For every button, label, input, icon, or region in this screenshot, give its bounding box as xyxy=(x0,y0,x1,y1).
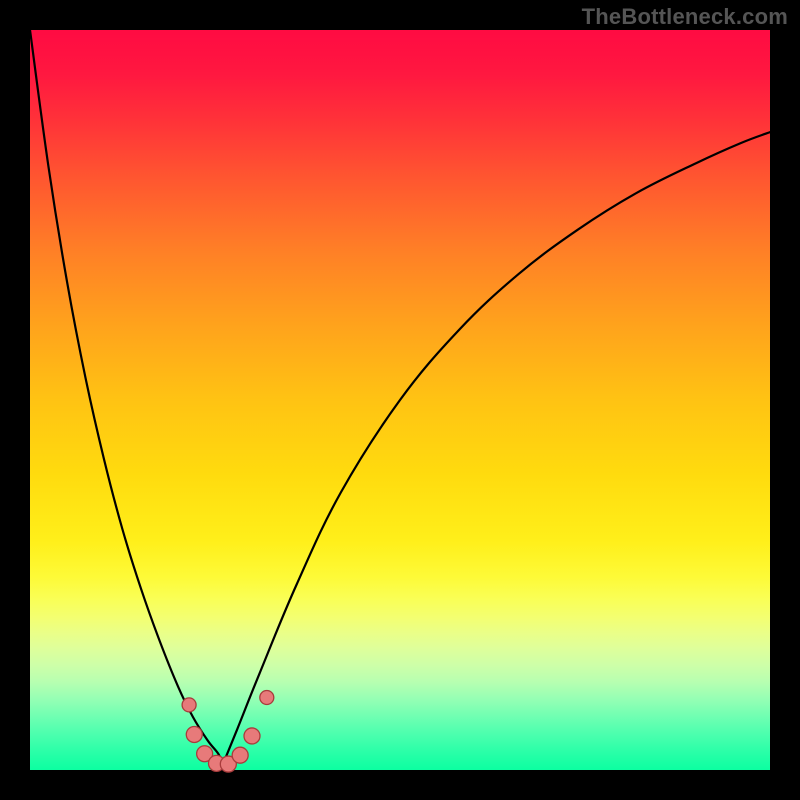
watermark-text: TheBottleneck.com xyxy=(582,4,788,30)
marker-dot xyxy=(244,728,260,744)
marker-dot xyxy=(182,698,196,712)
marker-dot xyxy=(260,690,274,704)
marker-dot xyxy=(186,726,202,742)
marker-dot xyxy=(232,747,248,763)
chart-stage: TheBottleneck.com xyxy=(0,0,800,800)
bottleneck-chart xyxy=(0,0,800,800)
